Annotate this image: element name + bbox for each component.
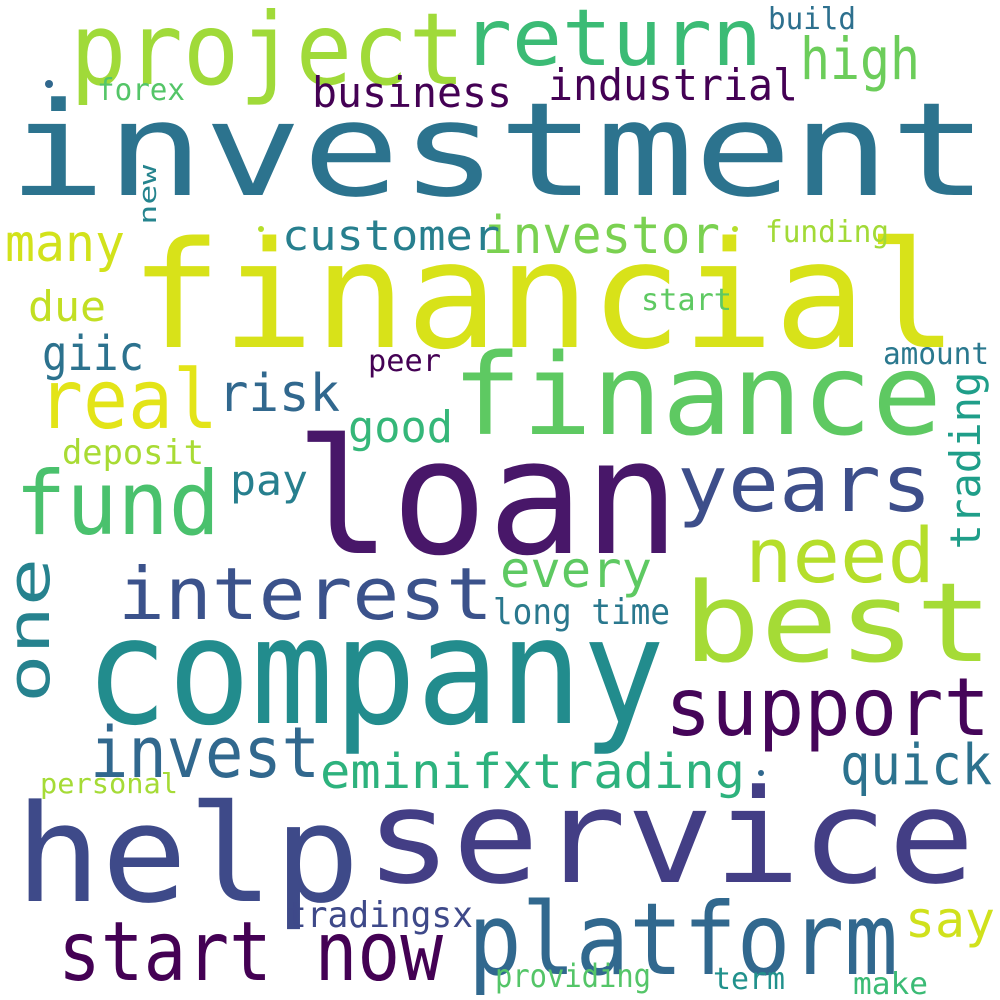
word-personal: personal: [40, 767, 178, 800]
word-invest: invest: [90, 712, 320, 794]
word-tradingsx: tradingsx: [286, 895, 473, 936]
word-quick: quick: [840, 733, 992, 798]
dot-mark: [45, 80, 53, 88]
word-start: start: [641, 283, 732, 318]
word-due: due: [28, 282, 107, 331]
word-good: good: [348, 402, 453, 453]
word-say: say: [905, 891, 995, 949]
word-return: return: [462, 0, 762, 84]
word-term: term: [713, 962, 785, 997]
word-fund: fund: [15, 452, 220, 555]
word-pay: pay: [230, 456, 308, 505]
word-many: many: [5, 214, 125, 274]
word-peer: peer: [368, 344, 441, 379]
word-forex: forex: [97, 73, 185, 108]
dot-mark: [758, 770, 764, 776]
word-build: build: [768, 2, 856, 37]
word-providing: providing: [495, 957, 651, 995]
word-help: help: [15, 776, 360, 933]
word-project: project: [70, 0, 465, 108]
word-service: service: [365, 761, 976, 913]
word-interest: interest: [118, 552, 493, 636]
word-best: best: [683, 559, 993, 687]
dot-mark: [258, 226, 264, 232]
word-investment: investment: [8, 74, 988, 226]
word-every: every: [500, 541, 652, 599]
word-industrial: industrial: [548, 60, 798, 111]
word-high: high: [800, 25, 920, 93]
word-investor: investor: [483, 206, 720, 266]
word-business: business: [312, 68, 512, 117]
word-giic: giic: [42, 326, 144, 382]
word-start-now: start now: [58, 905, 443, 1000]
word-finance: finance: [452, 331, 942, 461]
word-new: new: [134, 164, 162, 225]
word-financial: financial: [130, 210, 958, 382]
word-one: one: [0, 557, 63, 703]
word-loan: loan: [295, 404, 680, 591]
word-make: make: [853, 967, 928, 1000]
word-amount: amount: [883, 337, 989, 372]
word-customer: customer: [282, 211, 500, 260]
word-company: company: [85, 586, 665, 758]
word-need: need: [745, 511, 935, 600]
word-years: years: [677, 440, 932, 530]
word-support: support: [665, 661, 990, 754]
word-platform: platform: [468, 881, 898, 998]
word-long-time: long time: [493, 592, 670, 633]
word-trading: trading: [941, 371, 990, 550]
dot-mark: [732, 226, 738, 232]
word-risk: risk: [218, 364, 340, 424]
word-deposit: deposit: [62, 433, 204, 473]
word-funding: funding: [765, 215, 889, 250]
word-eminifxtrading: eminifxtrading: [320, 744, 745, 800]
word-real: real: [38, 353, 218, 448]
